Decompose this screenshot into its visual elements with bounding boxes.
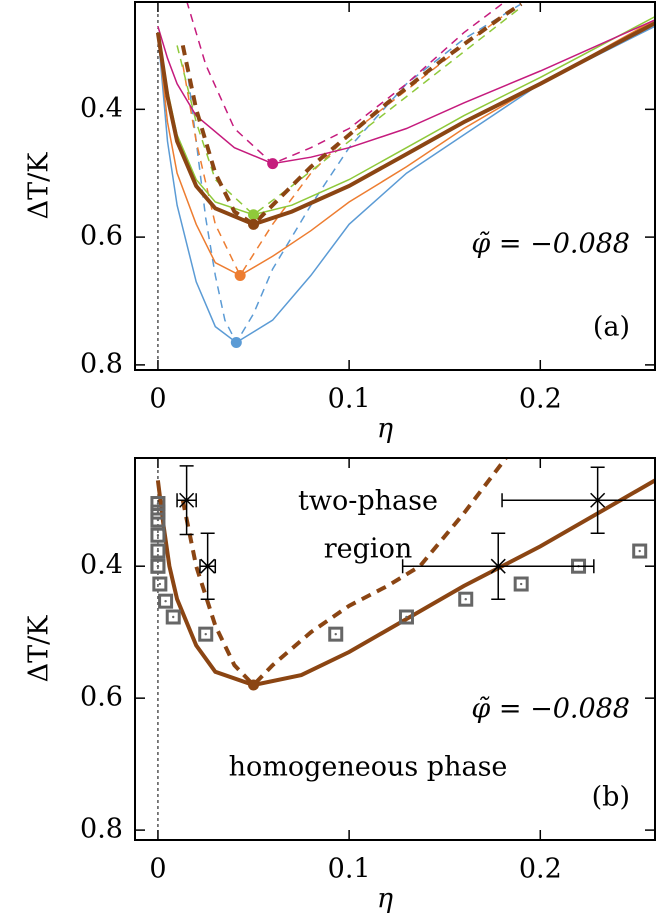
- data-square: [513, 576, 529, 592]
- curve: [157, 19, 655, 165]
- square-dot: [156, 549, 160, 553]
- curve: [157, 16, 655, 216]
- minimum-point: [248, 218, 260, 230]
- square-dot: [464, 597, 467, 601]
- annotation: φ̃ = −0.088: [471, 694, 630, 725]
- cross-marker: [179, 492, 195, 508]
- square-dot: [156, 565, 160, 568]
- y-tick-label: 0.4: [80, 93, 123, 124]
- plot-area: [155, 2, 655, 370]
- square-dot: [156, 518, 160, 522]
- curve: [176, 6, 522, 216]
- curve: [157, 25, 655, 344]
- x-axis-label: η: [377, 414, 393, 445]
- square-dot: [158, 582, 162, 586]
- plot-frame: [134, 457, 656, 841]
- minimum-point: [230, 337, 242, 349]
- curve: [157, 19, 655, 277]
- square-dot: [638, 549, 641, 553]
- data-square: [150, 512, 166, 528]
- data-square: [150, 527, 166, 543]
- data-square: [150, 543, 166, 559]
- minimum-point: [234, 269, 246, 281]
- minimum-point: [267, 158, 279, 170]
- square-dot: [519, 582, 523, 586]
- annotation: φ̃ = −0.088: [471, 229, 630, 260]
- square-dot: [156, 533, 160, 537]
- curve: [185, 3, 522, 345]
- y-tick-label: 0.8: [80, 814, 123, 845]
- plot-frame: [134, 1, 656, 371]
- y-tick-label: 0.8: [80, 348, 123, 379]
- data-square: [150, 496, 166, 512]
- x-tick-label: 0: [149, 854, 166, 885]
- data-square: [158, 593, 174, 609]
- data-square: [398, 609, 414, 625]
- x-tick-label: 0.1: [328, 854, 371, 885]
- data-square: [458, 591, 474, 607]
- panel: 0 0.1 0.2 0.4 0.6 0.8 η ΔT/K φ̃ = −0.088 (a): [24, 1, 656, 445]
- square-dot: [156, 502, 160, 505]
- data-square: [328, 626, 344, 642]
- square-dot: [172, 615, 175, 619]
- data-square: [150, 504, 166, 520]
- minimum-point: [248, 679, 260, 691]
- minimum-point: [248, 209, 260, 221]
- square-dot: [334, 632, 337, 636]
- curve: [180, 458, 508, 688]
- data-square: [632, 543, 648, 559]
- data-square: [165, 609, 181, 625]
- square-dot: [405, 615, 408, 619]
- y-tick-label: 0.4: [80, 550, 123, 581]
- region-label: two-phase: [298, 486, 438, 517]
- curve: [186, 2, 503, 165]
- x-tick-label: 0.1: [328, 384, 371, 415]
- data-square: [150, 558, 166, 574]
- curve: [155, 21, 655, 227]
- error-bar-x: [501, 493, 655, 508]
- curve: [180, 2, 523, 227]
- x-tick-label: 0: [149, 384, 166, 415]
- cross-marker: [590, 492, 606, 508]
- square-dot: [164, 599, 167, 603]
- data-square: [198, 626, 214, 642]
- y-axis-label: ΔT/K: [24, 615, 55, 683]
- data-square: [152, 576, 168, 592]
- region-label: region: [324, 534, 412, 565]
- x-axis-label: η: [377, 884, 393, 913]
- y-axis-label: ΔT/K: [24, 152, 55, 220]
- curve: [182, 16, 503, 277]
- x-tick-label: 0.2: [519, 384, 562, 415]
- region-label: homogeneous phase: [229, 752, 508, 783]
- x-tick-label: 0.2: [519, 854, 562, 885]
- y-tick-label: 0.6: [80, 682, 123, 713]
- cross-marker: [490, 558, 506, 574]
- panel-label: (a): [593, 312, 630, 343]
- panel: 0 0.1 0.2 0.4 0.6 0.8 η ΔT/K φ̃ = −0.088 (b) two-p…: [24, 457, 656, 913]
- cross-marker: [200, 558, 216, 574]
- y-tick-label: 0.6: [80, 221, 123, 252]
- square-dot: [204, 632, 207, 636]
- panel-label: (b): [592, 782, 630, 813]
- plot-area: [150, 458, 655, 840]
